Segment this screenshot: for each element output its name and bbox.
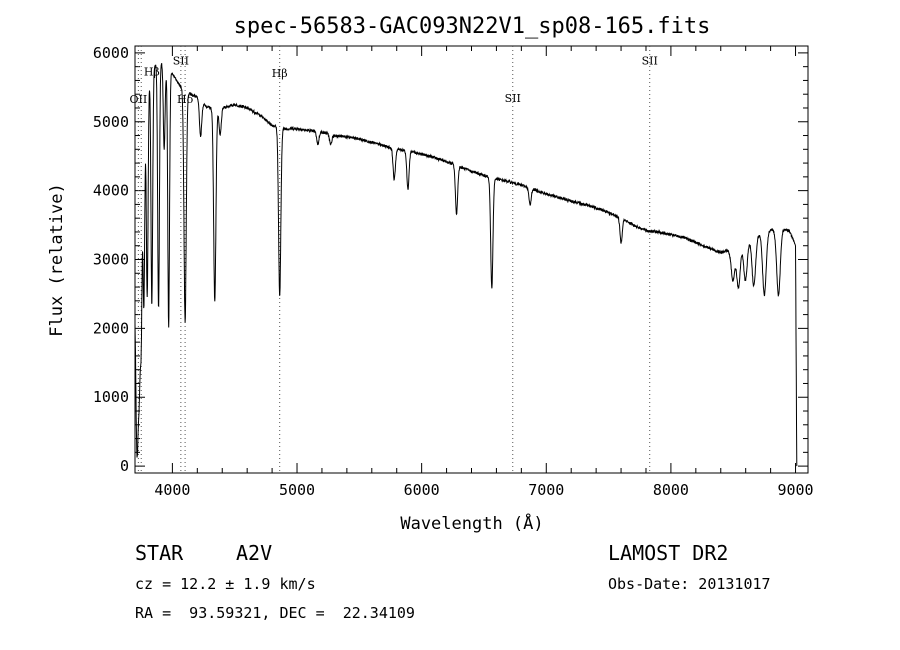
plot-area: 4000 5000 6000 7000 8000 9000 0 1000 2000 3000 400… [93, 44, 814, 499]
plot-frame [134, 45, 809, 474]
x-tick-label: 7000 [528, 481, 564, 499]
x-axis-label: Wavelength (Å) [400, 512, 543, 534]
line-annotation: OII [130, 93, 148, 106]
line-annotation: SII [642, 55, 658, 68]
x-tick-label: 9000 [777, 481, 813, 499]
y-tick-label: 4000 [93, 182, 129, 200]
y-tick-label: 0 [120, 457, 129, 475]
y-tick-label: 6000 [93, 44, 129, 62]
line-annotation: SII [173, 55, 189, 68]
object-class: STAR [135, 541, 184, 565]
line-annotation: Hβ [144, 66, 160, 79]
line-annotation: SII [505, 92, 521, 105]
y-tick-label: 2000 [93, 319, 129, 337]
y-tick-label: 5000 [93, 113, 129, 131]
y-tick-label: 3000 [93, 251, 129, 269]
x-tick-label: 6000 [404, 481, 440, 499]
y-tick-label: 1000 [93, 388, 129, 406]
redshift-text: cz = 12.2 ± 1.9 km/s [135, 575, 316, 593]
y-axis-label: Flux (relative) [47, 183, 67, 337]
line-annotation: Hδ [177, 93, 194, 106]
x-tick-label: 4000 [154, 481, 190, 499]
line-annotation: Hβ [272, 67, 288, 80]
observation-date: Obs-Date: 20131017 [608, 575, 771, 593]
spectrum-line [134, 63, 798, 467]
x-tick-label: 5000 [279, 481, 315, 499]
survey-name: LAMOST DR2 [608, 541, 729, 565]
spectrum-chart: spec-56583-GAC093N22V1_sp08-165.fits 400… [47, 14, 814, 534]
coordinates-text: RA = 93.59321, DEC = 22.34109 [135, 604, 415, 622]
spectral-subclass: A2V [236, 541, 273, 565]
x-tick-label: 8000 [653, 481, 689, 499]
chart-title: spec-56583-GAC093N22V1_sp08-165.fits [234, 14, 711, 39]
